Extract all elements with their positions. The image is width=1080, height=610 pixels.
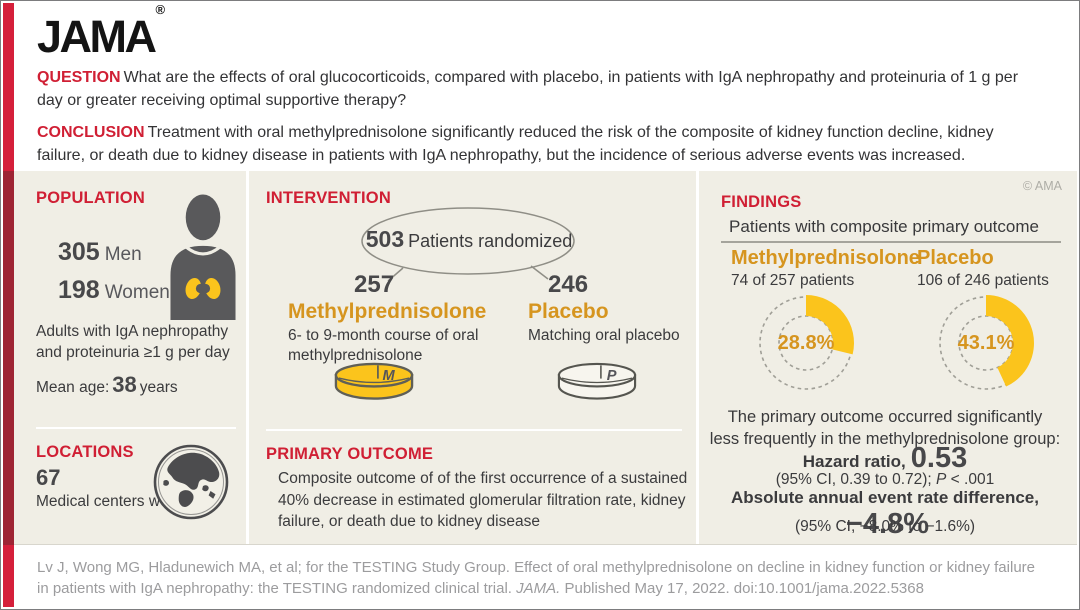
methylprednisolone-group: 257 Methylprednisolone 6- to 9-month cou… [288,271,503,366]
header: JAMA® QUESTION What are the effects of or… [14,2,1077,171]
placebo-donut-arc [986,295,1034,387]
primary-outcome-heading: PRIMARY OUTCOME [266,445,434,463]
placebo-pill-icon: P [557,362,637,400]
methylprednisolone-n: 257 [354,271,395,298]
population-description: Adults with IgA nephropathy and proteinu… [36,323,230,361]
rate-difference-value: −4.8% [845,508,930,540]
intervention-column: INTERVENTION 503 Patients randomized 257 … [249,171,696,544]
randomized-label: Patients randomized [408,231,573,251]
women-count-row: 198 Women [58,273,170,311]
intervention-outcome-divider [266,429,682,431]
patient-kidney-icon [170,194,236,320]
population-locations-column: POPULATION 305 Men 198 Women Adults with I… [14,171,246,544]
ama-copyright: © AMA [1022,179,1062,193]
pill-letter-m: M [383,368,396,384]
men-count: 305 [58,238,100,266]
population-locations-divider [36,427,236,429]
hazard-ratio-label: Hazard ratio, [802,452,906,471]
jama-logo: JAMA® [37,2,165,63]
rate-difference-label: Absolute annual event rate difference, [731,488,1039,507]
citation-post: Published May 17, 2022. doi:10.1001/jama… [560,580,924,597]
footer: Lv J, Wong MG, Hladunewich MA, et al; fo… [14,546,1077,607]
findings-summary-line1: The primary outcome occurred significant… [727,408,1043,426]
hazard-ci-pre: (95% CI, 0.39 to 0.72); [775,471,937,488]
citation-journal: JAMA. [516,580,561,597]
question-label: QUESTION [37,69,121,86]
left-accent-bar [3,3,14,607]
mean-age-row: Mean age: 38 years [36,372,178,398]
left-accent-bar-dark-segment [3,171,14,545]
conclusion-text: Treatment with oral methylprednisolone s… [37,124,994,164]
methylprednisolone-description: 6- to 9-month course of oral methylpredn… [288,327,479,364]
patients-randomized-text: 503 Patients randomized [309,226,629,253]
placebo-description: Matching oral placebo [528,327,680,344]
mean-age-label: Mean age: [36,379,110,396]
findings-summary: The primary outcome occurred significant… [699,406,1071,450]
content-panel: POPULATION 305 Men 198 Women Adults with I… [14,171,1077,545]
randomization-flow-diagram [361,207,575,282]
locations-count: 67 [36,465,61,490]
citation: Lv J, Wong MG, Hladunewich MA, et al; fo… [37,557,1049,599]
globe-icon [153,444,229,520]
placebo-name: Placebo [528,300,609,323]
question-text: What are the effects of oral glucocortic… [37,69,1019,109]
conclusion-paragraph: CONCLUSION Treatment with oral methylpred… [37,121,1043,167]
rate-difference-row: Absolute annual event rate difference,−4… [699,488,1071,541]
hazard-ci-p: P [936,471,947,488]
rate-difference-ci: (95% CI, −8.0% to −1.6%) [794,518,976,535]
citation-pre: Lv J, Wong MG, Hladunewich MA, et al; fo… [37,559,1035,597]
column-divider-1 [246,171,249,544]
mean-age-value: 38 [112,372,137,397]
primary-outcome-text: Composite outcome of of the first occurr… [278,470,688,530]
methylprednisolone-donut-chart [759,295,855,390]
findings-placebo-name: Placebo [917,247,994,269]
question-paragraph: QUESTION What are the effects of oral glu… [37,66,1043,112]
population-stats: 305 Men 198 Women [58,235,170,311]
hazard-ratio-ci: (95% CI, 0.39 to 0.72); P < .001 [699,471,1071,489]
mean-age-unit: years [139,379,178,396]
methylprednisolone-name: Methylprednisolone [288,300,487,323]
findings-column: © AMA FINDINGS Patients with composite p… [699,171,1077,544]
registered-mark: ® [155,2,166,17]
women-label: Women [104,282,170,303]
findings-heading: FINDINGS [721,193,802,211]
findings-methylprednisolone-detail: 74 of 257 patients [731,272,855,289]
findings-summary-line2: less frequently in the methylprednisolon… [709,430,1061,448]
placebo-percent: 43.1% [957,332,1015,354]
hazard-ci-post: < .001 [946,471,995,488]
placebo-n: 246 [548,271,589,298]
placebo-donut-chart [939,295,1034,390]
intervention-heading: INTERVENTION [266,189,391,207]
conclusion-label: CONCLUSION [37,124,145,141]
men-label: Men [104,244,142,265]
findings-methylprednisolone-name: Methylprednisolone [731,247,920,269]
pill-letter-p: P [607,368,617,384]
hazard-ratio-value: 0.53 [910,442,968,474]
findings-subtitle-rule [721,241,1061,243]
methylprednisolone-donut-arc [806,295,855,355]
randomized-count: 503 [365,226,405,252]
column-divider-2 [696,171,699,544]
locations-heading: LOCATIONS [36,443,134,461]
findings-placebo-detail: 106 of 246 patients [917,272,1049,289]
hazard-ratio-row: Hazard ratio, 0.53 [699,442,1071,475]
methylprednisolone-pill-icon: M [334,362,414,400]
findings-placebo-header: Placebo 106 of 246 patients [917,247,1079,290]
methylprednisolone-percent: 28.8% [777,332,835,354]
men-count-row: 305 Men [58,235,170,273]
findings-methylprednisolone-header: Methylprednisolone 74 of 257 patients [731,247,920,290]
women-count: 198 [58,276,100,304]
jama-logo-text: JAMA [37,11,157,62]
placebo-group: 246 Placebo Matching oral placebo [528,271,693,346]
population-heading: POPULATION [36,189,145,207]
findings-subtitle: Patients with composite primary outcome [729,217,1039,236]
